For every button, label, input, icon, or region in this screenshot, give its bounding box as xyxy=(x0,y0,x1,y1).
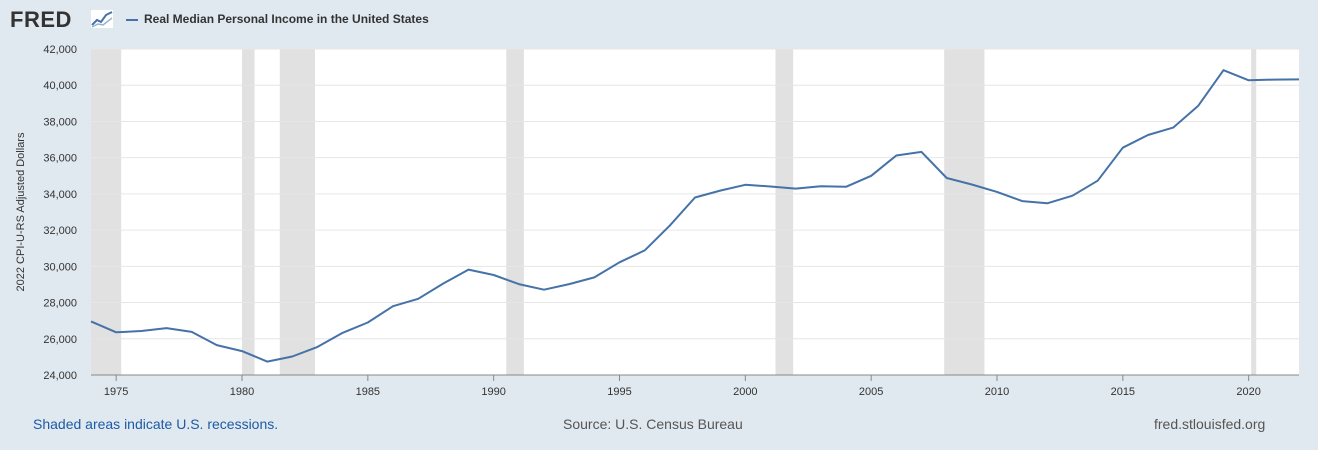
y-axis-ticks: 24,000 26,000 28,000 30,000 32,000 34,000 36,0… xyxy=(43,44,77,382)
y-tick-label: 30,000 xyxy=(43,261,77,273)
x-tick-label: 1985 xyxy=(356,386,380,398)
recession-shading xyxy=(91,49,1257,375)
plot-area xyxy=(91,49,1299,375)
y-tick-label: 38,000 xyxy=(43,116,77,128)
recession-band xyxy=(506,49,524,375)
recession-note-link[interactable]: Shaded areas indicate U.S. recessions. xyxy=(33,416,279,432)
chart-line-icon xyxy=(90,9,114,29)
line-chart: 24,000 26,000 28,000 30,000 32,000 34,000 36,0… xyxy=(15,44,1300,398)
x-tick-label: 1995 xyxy=(607,386,631,398)
source-note: Source: U.S. Census Bureau xyxy=(563,416,743,432)
x-tick-label: 2020 xyxy=(1236,386,1260,398)
x-tick-label: 2005 xyxy=(859,386,883,398)
y-tick-label: 36,000 xyxy=(43,153,77,165)
series-layer xyxy=(90,69,1300,363)
legend-series-label[interactable]: Real Median Personal Income in the Unite… xyxy=(144,12,429,26)
recession-band xyxy=(1251,49,1257,375)
recession-band xyxy=(279,49,315,375)
x-tick-label: 1980 xyxy=(230,386,254,398)
y-tick-label: 32,000 xyxy=(43,225,77,237)
recession-band xyxy=(91,49,122,375)
recession-band xyxy=(242,49,255,375)
fred-logo[interactable]: FRED xyxy=(10,7,72,32)
recession-band xyxy=(944,49,985,375)
header: FRED Real Median Personal Income in the … xyxy=(0,0,1318,40)
x-tick-label: 1990 xyxy=(481,386,505,398)
y-tick-label: 40,000 xyxy=(43,80,77,92)
site-link[interactable]: fred.stlouisfed.org xyxy=(1154,416,1266,432)
y-tick-label: 34,000 xyxy=(43,189,77,201)
x-tick-label: 2000 xyxy=(733,386,757,398)
legend-line-swatch xyxy=(126,19,138,21)
series-line xyxy=(90,69,1300,363)
y-tick-label: 42,000 xyxy=(43,44,77,56)
y-tick-label: 26,000 xyxy=(43,334,77,346)
x-tick-label: 2015 xyxy=(1111,386,1135,398)
y-axis-title: 2022 CPI-U-RS Adjusted Dollars xyxy=(15,132,27,291)
y-tick-label: 24,000 xyxy=(43,370,77,382)
y-tick-label: 28,000 xyxy=(43,298,77,310)
x-axis-ticks: 1975 1980 1985 1990 1995 2000 2005 2010 2015 2020 xyxy=(91,374,1299,398)
x-tick-label: 2010 xyxy=(985,386,1009,398)
x-tick-label: 1975 xyxy=(104,386,128,398)
recession-band xyxy=(775,49,794,375)
